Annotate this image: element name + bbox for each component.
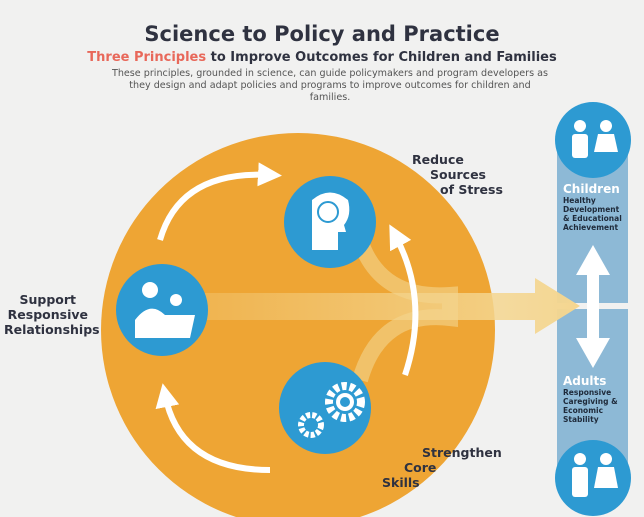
adults-outcome: Adults Responsive Caregiving & Economic Stab… bbox=[563, 374, 618, 424]
description: These principles, grounded in science, c… bbox=[111, 68, 549, 103]
page-title: Science to Policy and Practice bbox=[144, 22, 500, 46]
gears-icon bbox=[279, 362, 371, 454]
label-strengthen-skills: Strengthen Core Skills bbox=[382, 445, 502, 490]
label-support-relationships: Support Responsive Relationships bbox=[4, 292, 100, 337]
flow-arrow bbox=[200, 278, 580, 334]
adults-icon bbox=[555, 440, 631, 516]
reading-together-icon bbox=[116, 264, 208, 356]
label-reduce-stress: Reduce Sources of Stress bbox=[412, 152, 503, 197]
double-arrow bbox=[576, 245, 610, 368]
subtitle-rest: to Improve Outcomes for Children and Fam… bbox=[206, 50, 557, 65]
children-outcome: Children Healthy Development & Educational A… bbox=[563, 182, 622, 232]
subtitle-highlight: Three Principles bbox=[87, 50, 207, 65]
children-icon bbox=[555, 102, 631, 178]
subtitle: Three Principles to Improve Outcomes for… bbox=[0, 50, 644, 65]
cycle-arrows bbox=[155, 162, 419, 473]
